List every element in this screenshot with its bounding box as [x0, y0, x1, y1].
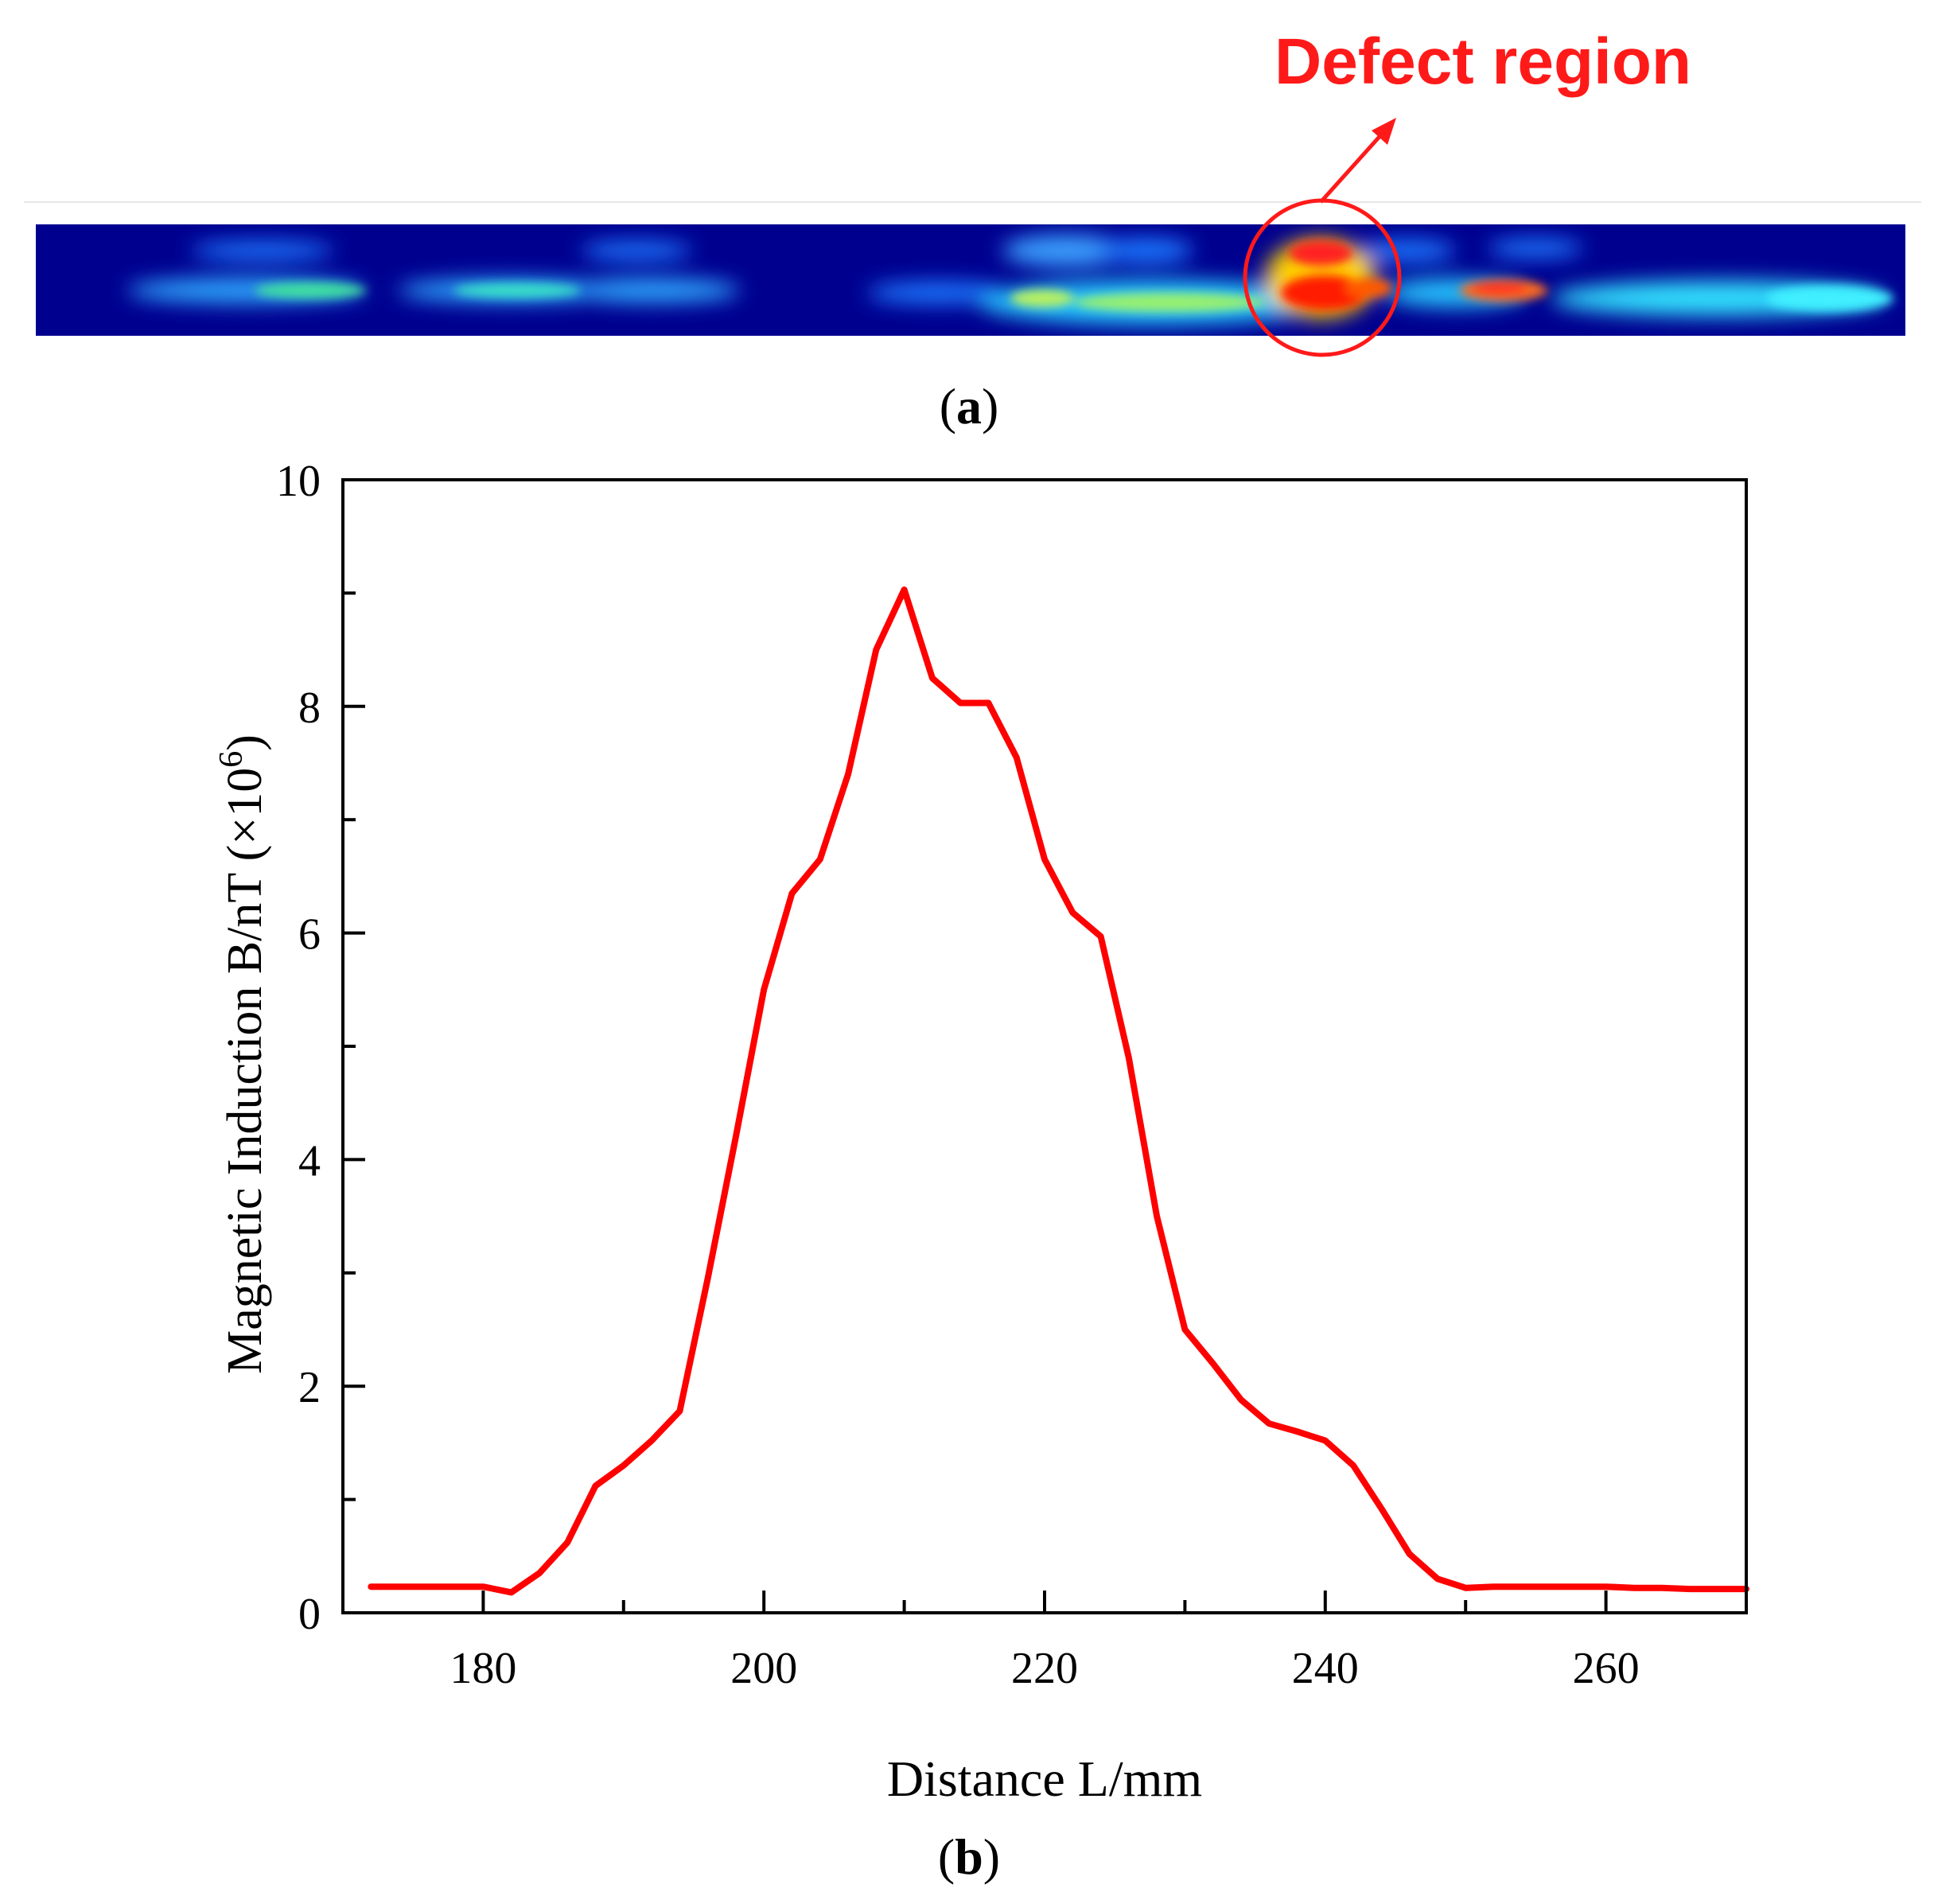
y-tick-label: 2: [298, 1363, 321, 1412]
y-tick-label: 6: [298, 910, 321, 960]
x-tick-label: 220: [1011, 1644, 1078, 1693]
panel-a: Defect region (a): [24, 25, 1921, 434]
x-tick-label: 240: [1292, 1644, 1359, 1693]
panel-b-caption: (b): [938, 1828, 1000, 1885]
y-tick-label: 0: [298, 1590, 321, 1639]
plot-frame: [341, 478, 1748, 1614]
defect-region-label: Defect region: [1274, 25, 1691, 98]
x-tick-labels: 180 200 220 240 260: [449, 1644, 1639, 1693]
y-tick-labels: 0 2 4 6 8 10: [276, 457, 321, 1639]
series-line: [368, 586, 1749, 1596]
x-tick-label: 200: [730, 1644, 797, 1693]
y-tick-label: 4: [298, 1136, 321, 1186]
defect-arrow-line: [1319, 130, 1386, 204]
x-tick-label: 180: [449, 1644, 516, 1693]
x-tick-label: 260: [1573, 1644, 1640, 1693]
heatmap-background: [36, 224, 1905, 336]
y-tick-label: 8: [298, 683, 321, 733]
defect-heatmap: [36, 224, 1905, 336]
panel-b-chart: 0 2 4 6 8 10 180 200 220 240 260 Distance L/mm Ma…: [213, 457, 1749, 1885]
axis-ticks: [343, 591, 1608, 1613]
x-axis-label: Distance L/mm: [887, 1750, 1202, 1807]
y-axis-label: Magnetic Induction B/nT (×106): [213, 734, 272, 1374]
panel-a-caption: (a): [940, 378, 999, 434]
defect-arrow-head: [1372, 118, 1396, 145]
y-tick-label: 10: [276, 457, 321, 506]
